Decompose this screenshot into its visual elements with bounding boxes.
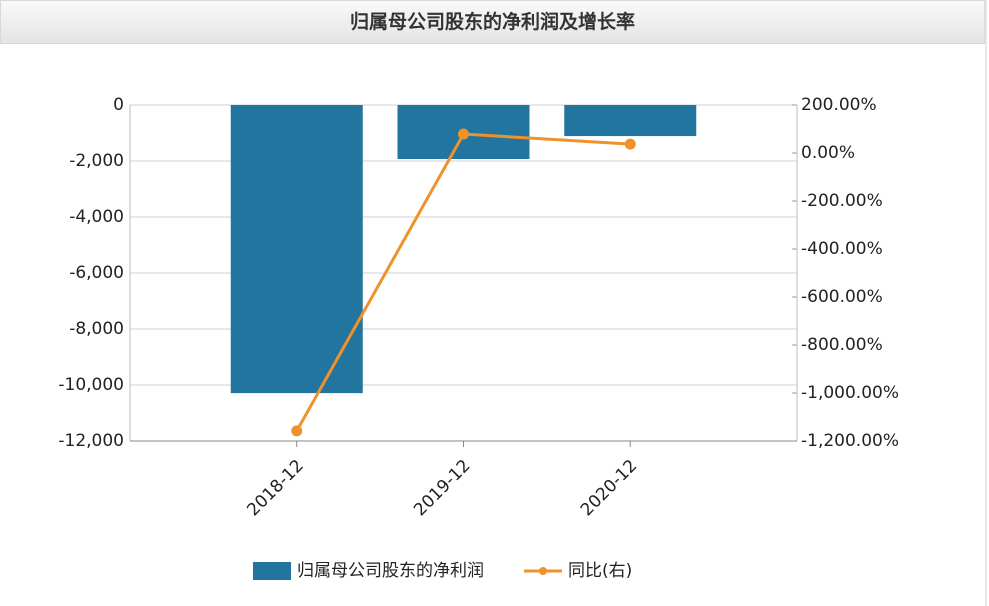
y2-tick-label: -400.00%	[801, 239, 883, 259]
bar	[564, 105, 697, 137]
y-tick-label: -10,000	[58, 375, 124, 395]
x-tick-label: 2018-12	[243, 456, 307, 520]
y2-tick-label: 0.00%	[801, 143, 855, 163]
y-tick-label: -4,000	[69, 207, 124, 227]
y2-tick-label: -1,200.00%	[801, 431, 899, 451]
bar	[230, 105, 363, 394]
point	[291, 425, 303, 437]
legend-swatch	[253, 562, 291, 580]
y2-tick-label: 200.00%	[801, 95, 877, 115]
y-tick-label: 0	[113, 95, 124, 115]
y2-tick-label: -600.00%	[801, 287, 883, 307]
point	[624, 138, 636, 150]
chart-title: 归属母公司股东的净利润及增长率	[0, 0, 985, 44]
point	[458, 128, 469, 140]
legend-swatch	[539, 567, 547, 575]
x-tick-label: 2019-12	[410, 456, 474, 520]
y2-tick-label: -1,000.00%	[801, 383, 899, 403]
x-tick-label: 2020-12	[577, 456, 641, 520]
y-tick-label: -8,000	[69, 319, 124, 339]
y-tick-label: -6,000	[69, 263, 124, 283]
y2-tick-label: -200.00%	[801, 191, 883, 211]
legend-label: 归属母公司股东的净利润	[297, 561, 484, 581]
y-tick-label: -12,000	[58, 431, 124, 451]
legend-label: 同比(右)	[568, 561, 632, 581]
y-tick-label: -2,000	[69, 151, 124, 171]
y2-tick-label: -800.00%	[801, 335, 883, 355]
